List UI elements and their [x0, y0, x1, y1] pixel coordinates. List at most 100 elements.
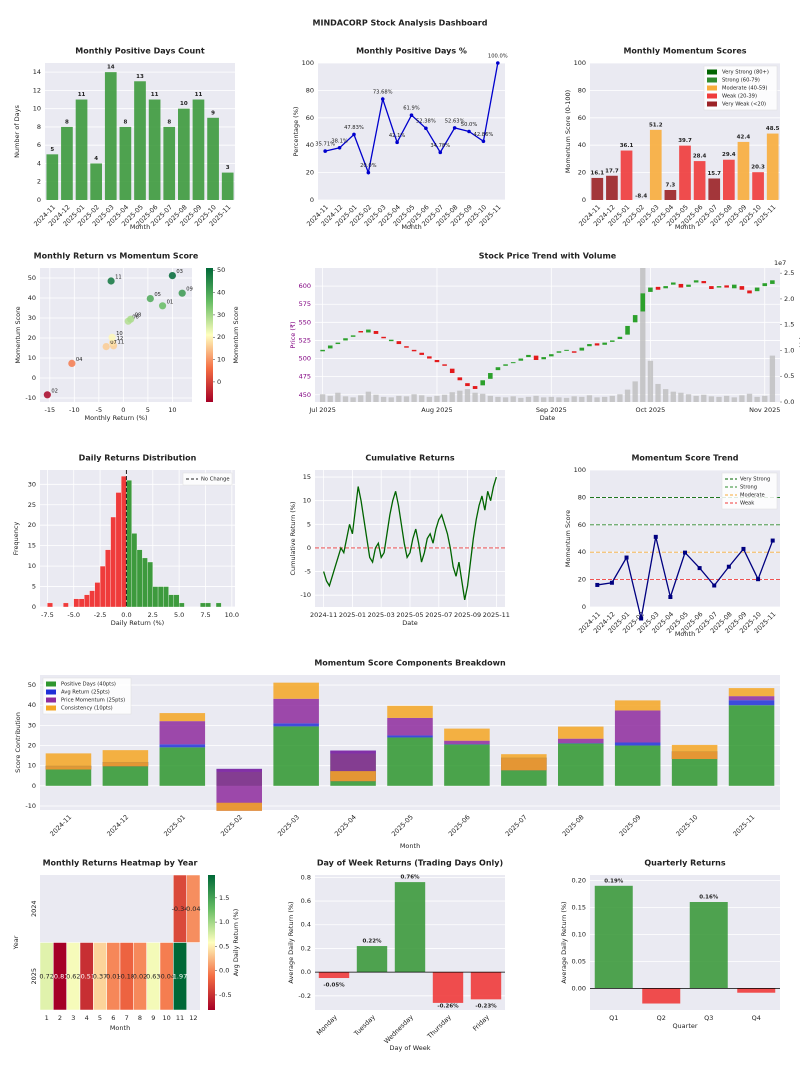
y-axis-label: Momentum Score [564, 510, 572, 567]
value-label: 39.7 [678, 138, 692, 144]
volume-bar [388, 397, 394, 402]
volume-bar [556, 397, 562, 402]
x-tick-label: Aug 2025 [421, 406, 452, 414]
x-axis-label: Month [400, 842, 420, 850]
colorbar-tick-label: 30 [217, 311, 225, 319]
cell-label: 0.01 [106, 972, 120, 980]
dashboard-title: MINDACORP Stock Analysis Dashboard [313, 19, 488, 28]
y-tick-label: 0.15 [572, 903, 586, 911]
panel-title: Monthly Positive Days % [356, 47, 467, 56]
bar-segment [558, 726, 604, 739]
candle [549, 354, 554, 357]
volume-bar [373, 394, 379, 402]
x-tick-label: 2025-11 [483, 611, 510, 619]
bar-segment [273, 682, 319, 699]
legend-label: Positive Days (40pts) [61, 682, 116, 688]
panel-title: Momentum Score Trend [631, 454, 738, 463]
value-label: 17.7 [605, 168, 619, 174]
x-tick-label: 2025-09 [454, 611, 481, 619]
volume-bar [571, 396, 577, 402]
y2-tick-label: 2.0 [784, 295, 794, 303]
volume-bar [510, 396, 516, 402]
x-axis-label: Date [540, 414, 556, 422]
x-tick-label: 11 [176, 1014, 184, 1022]
volume-bar [518, 397, 524, 402]
bar-segment [728, 688, 775, 697]
bar [594, 885, 633, 989]
histogram-bar [168, 594, 175, 608]
x-tick-label: Thursday [425, 1013, 453, 1041]
value-label: 0.22% [362, 939, 382, 945]
bar-segment [614, 742, 661, 746]
y-tick-label: 0 [582, 196, 586, 204]
x-axis-label: Month [675, 223, 695, 231]
y-tick-label: 2024 [30, 900, 38, 917]
y-tick-label: 40 [306, 141, 314, 149]
volume-bar [746, 393, 753, 402]
y-tick-label: 450 [299, 391, 311, 399]
candle [701, 281, 707, 284]
point [712, 583, 717, 588]
x-tick-label: 5.0 [174, 611, 184, 619]
point [158, 302, 167, 310]
panel-title: Monthly Return vs Momentum Score [34, 252, 199, 261]
point [770, 538, 775, 543]
value-label: 42.1% [389, 133, 406, 139]
volume-bar [495, 396, 501, 402]
candle [564, 349, 569, 351]
bar-segment [558, 738, 604, 744]
x-axis-label: Month [675, 630, 695, 638]
point [146, 295, 154, 303]
colorbar-tick-label: 0 [217, 378, 221, 386]
x-axis-label: Monthly Return (%) [85, 414, 148, 422]
histogram-bar [126, 480, 132, 608]
colorbar-tick-label: 0.0 [219, 967, 229, 975]
value-label: 42.4 [737, 134, 751, 140]
point [168, 272, 176, 280]
y-tick-label: 10 [28, 354, 36, 362]
legend-label: Very Strong [740, 477, 770, 483]
bar [134, 81, 146, 200]
histogram-bar [147, 561, 153, 608]
plot-area [40, 268, 192, 402]
x-tick-label: -5 [96, 406, 102, 414]
histogram-bar [178, 602, 185, 608]
y-tick-label: 0 [37, 196, 41, 204]
candle [480, 380, 485, 386]
x-tick-label: 5 [146, 406, 150, 414]
legend-label: Price Momentum (25pts) [61, 698, 125, 704]
bar-segment [728, 696, 775, 701]
y-tick-label: 575 [299, 300, 311, 308]
panel-title: Quarterly Returns [644, 859, 726, 868]
x-axis-label: Day of Week [389, 1044, 430, 1052]
value-label: 11 [195, 92, 203, 98]
colorbar-tick-label: 50 [217, 266, 225, 274]
x-tick-label: 12 [189, 1014, 197, 1022]
histogram-bar [84, 594, 90, 608]
x-tick-label: 6 [111, 1014, 115, 1022]
legend-label: Consistency (10pts) [61, 706, 113, 712]
volume-bar [594, 397, 600, 402]
point [68, 359, 76, 367]
x-axis-label: Month [401, 223, 421, 231]
histogram-bar [205, 602, 211, 608]
point [481, 139, 486, 144]
candle [411, 349, 417, 352]
cell-label: 0.63 [146, 972, 160, 980]
bar [752, 172, 764, 200]
candle [587, 344, 592, 347]
x-tick-label: 0 [121, 406, 125, 414]
panel-title: Stock Price Trend with Volume [479, 252, 617, 261]
volume-bar [685, 394, 692, 402]
y-axis-label: Score Contribution [14, 712, 22, 773]
data-line [323, 476, 497, 601]
bar-segment [387, 735, 433, 738]
point [380, 97, 385, 101]
point-label: 10 [116, 331, 123, 337]
x-axis-label: Date [402, 619, 418, 627]
candle [388, 339, 394, 342]
y-tick-label: 25 [28, 501, 36, 509]
y-tick-label: 10 [28, 762, 36, 770]
candle [358, 331, 364, 333]
bar [104, 72, 117, 200]
